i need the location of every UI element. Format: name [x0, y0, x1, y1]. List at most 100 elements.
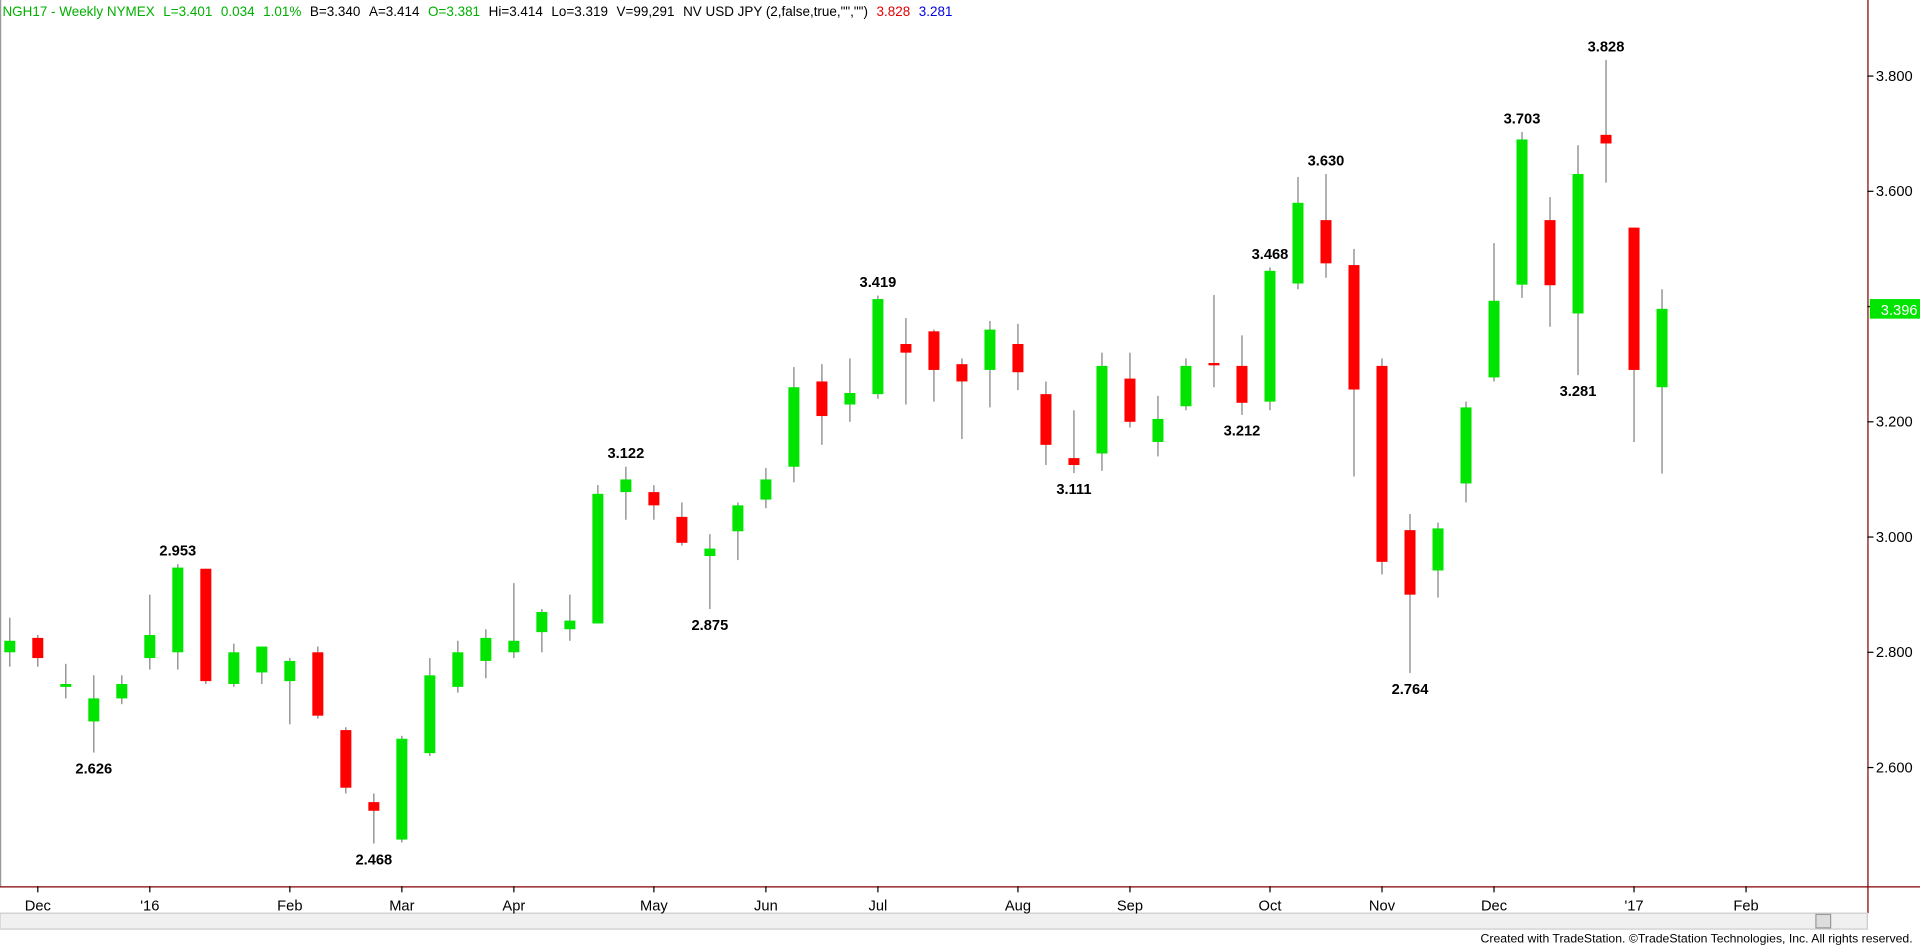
- header-item: 3.281: [919, 4, 953, 19]
- high-label: 3.828: [1588, 39, 1625, 55]
- high-label: 3.468: [1252, 247, 1289, 263]
- y-tick-label: 3.000: [1876, 530, 1913, 546]
- x-tick-label: Dec: [1481, 899, 1507, 915]
- header-item: O=3.381: [428, 4, 480, 19]
- y-tick-label: 3.800: [1876, 69, 1913, 85]
- candle-body: [1208, 363, 1220, 366]
- candle-body: [1152, 418, 1164, 442]
- x-tick-label: Oct: [1259, 899, 1282, 915]
- candle-body: [32, 637, 44, 659]
- high-label: 2.953: [159, 544, 196, 560]
- candle-body: [60, 683, 72, 687]
- candle-body: [1180, 365, 1192, 407]
- candle-body: [788, 387, 800, 467]
- scrollbar-thumb[interactable]: [1815, 913, 1832, 929]
- last-price-label: 3.396: [1881, 303, 1918, 319]
- x-tick-label: Jun: [754, 899, 778, 915]
- header-item: A=3.414: [369, 4, 420, 19]
- low-label: 2.875: [692, 618, 729, 634]
- low-label: 3.281: [1560, 384, 1597, 400]
- x-tick-label: Mar: [389, 899, 414, 915]
- candle-body: [900, 344, 912, 353]
- candle-body: [88, 698, 100, 722]
- candle-body: [1292, 202, 1304, 284]
- candle-body: [1432, 528, 1444, 571]
- candle-body: [1600, 134, 1612, 144]
- candle-body: [508, 640, 520, 653]
- y-tick-label: 2.600: [1876, 760, 1913, 776]
- candle-body: [1376, 365, 1388, 562]
- header-item: V=99,291: [617, 4, 675, 19]
- candle-body: [396, 738, 408, 840]
- candle-body: [536, 611, 548, 633]
- candle-body: [1628, 227, 1640, 370]
- header-item: L=3.401: [163, 4, 212, 19]
- candle-body: [424, 675, 436, 754]
- candle-body: [956, 364, 968, 382]
- footer: Created with TradeStation. ©TradeStation…: [1481, 932, 1913, 945]
- candle-body: [676, 516, 688, 543]
- header-item: NGH17 - Weekly NYMEX: [2, 4, 154, 19]
- candle-body: [648, 492, 660, 506]
- candle-body: [620, 479, 632, 493]
- candle-body: [760, 479, 772, 500]
- candle-body: [704, 548, 716, 557]
- header-item: 0.034: [221, 4, 255, 19]
- last-price-marker: [1869, 299, 1920, 319]
- candle-body: [872, 299, 884, 395]
- candle-body: [1348, 265, 1360, 390]
- candle-body: [284, 660, 296, 682]
- candle-body: [1544, 220, 1556, 286]
- x-tick-label: '16: [140, 899, 159, 915]
- candle-body: [984, 329, 996, 370]
- candle-body: [116, 683, 128, 699]
- scrollbar[interactable]: [0, 912, 1868, 930]
- x-tick-label: Apr: [502, 899, 525, 915]
- header-item: NV USD JPY (2,false,true,"",""): [683, 4, 868, 19]
- candle-body: [172, 567, 184, 653]
- low-label: 2.626: [75, 761, 112, 777]
- candle-body: [1040, 394, 1052, 445]
- header-item: Lo=3.319: [551, 4, 608, 19]
- candle-body: [592, 493, 604, 624]
- y-tick-label: 3.200: [1876, 415, 1913, 431]
- candle-body: [312, 652, 324, 716]
- candle-body: [1012, 344, 1024, 373]
- high-label: 3.630: [1308, 153, 1345, 169]
- low-label: 2.764: [1392, 682, 1430, 698]
- y-tick-label: 3.600: [1876, 184, 1913, 200]
- low-label: 2.468: [355, 852, 392, 868]
- x-tick-label: Dec: [25, 899, 51, 915]
- high-label: 3.419: [860, 275, 897, 291]
- candle-body: [1124, 378, 1136, 422]
- candle-body: [480, 637, 492, 661]
- header-item: B=3.340: [310, 4, 361, 19]
- candle-body: [732, 505, 744, 532]
- header-item: 3.828: [877, 4, 911, 19]
- x-tick-label: Sep: [1117, 899, 1143, 915]
- candle-body: [1320, 220, 1332, 264]
- candle-body: [452, 652, 464, 687]
- candle-body: [340, 730, 352, 788]
- candle-body: [144, 635, 156, 659]
- candle-body: [256, 646, 268, 673]
- candle-body: [368, 802, 380, 811]
- candle-body: [928, 331, 940, 370]
- candle-body: [1264, 270, 1276, 402]
- x-tick-label: Jul: [869, 899, 888, 915]
- header-item: 1.01%: [263, 4, 301, 19]
- candle-body: [816, 381, 828, 417]
- candle-body: [228, 652, 240, 684]
- candle-body: [844, 392, 856, 405]
- low-label: 3.212: [1224, 424, 1261, 440]
- x-tick-label: Nov: [1369, 899, 1396, 915]
- x-tick-label: Feb: [277, 899, 302, 915]
- candle-body: [1516, 139, 1528, 285]
- candle-body: [564, 620, 576, 630]
- x-tick-label: May: [640, 899, 668, 915]
- low-label: 3.111: [1056, 482, 1091, 498]
- candle-body: [1068, 458, 1080, 466]
